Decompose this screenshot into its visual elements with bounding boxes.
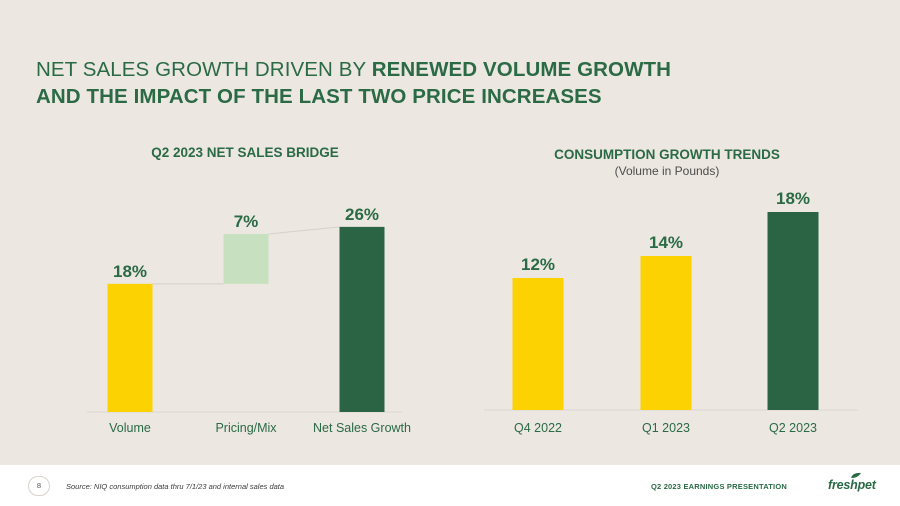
consumption-value-label: 18%: [776, 189, 810, 208]
bridge-category-label: Pricing/Mix: [215, 421, 277, 435]
consumption-growth-chart: 12% Q4 2022 14% Q1 2023 18% Q2 2023: [484, 189, 858, 435]
consumption-bar-q4-2022: [512, 278, 564, 410]
consumption-value-label: 12%: [521, 255, 555, 274]
bridge-value-label: 7%: [234, 212, 259, 231]
consumption-category-label: Q4 2022: [514, 421, 562, 435]
bridge-connector: [268, 226, 340, 235]
title-line1-bold: RENEWED VOLUME GROWTH: [371, 58, 672, 81]
title-line1-light: NET SALES GROWTH DRIVEN BY: [36, 58, 372, 81]
slide-title: NET SALES GROWTH DRIVEN BY RENEWED VOLUM…: [36, 56, 671, 110]
logo-text: freshpet: [828, 478, 876, 492]
freshpet-logo: freshpet: [828, 472, 878, 496]
consumption-bar-q1-2023: [640, 256, 692, 410]
consumption-chart-subtitle: (Volume in Pounds): [614, 164, 720, 178]
footer-bar: [0, 465, 900, 506]
bridge-value-label: 18%: [113, 262, 147, 281]
consumption-bar-q2-2023: [767, 212, 819, 410]
source-note: Source: NIQ consumption data thru 7/1/23…: [66, 482, 285, 491]
bridge-category-label: Net Sales Growth: [313, 421, 411, 435]
bridge-category-label: Volume: [109, 421, 151, 435]
consumption-chart-title: CONSUMPTION GROWTH TRENDS: [554, 147, 780, 162]
leaf-icon: [851, 472, 861, 478]
bridge-bar-volume: [107, 283, 153, 412]
presentation-label: Q2 2023 EARNINGS PRESENTATION: [651, 482, 787, 491]
consumption-value-label: 14%: [649, 233, 683, 252]
consumption-category-label: Q2 2023: [769, 421, 817, 435]
bridge-chart-title: Q2 2023 NET SALES BRIDGE: [151, 145, 339, 160]
consumption-category-label: Q1 2023: [642, 421, 690, 435]
bridge-bar-pricing-mix: [223, 234, 269, 284]
net-sales-bridge-chart: 18% Volume 7% Pricing/Mix 26% Net Sales Growt…: [87, 205, 411, 435]
page-number: 8: [28, 476, 50, 496]
bridge-bar-net-sales-growth: [339, 226, 385, 412]
bridge-value-label: 26%: [345, 205, 379, 224]
title-line2-bold: AND THE IMPACT OF THE LAST TWO PRICE INC…: [36, 85, 602, 108]
